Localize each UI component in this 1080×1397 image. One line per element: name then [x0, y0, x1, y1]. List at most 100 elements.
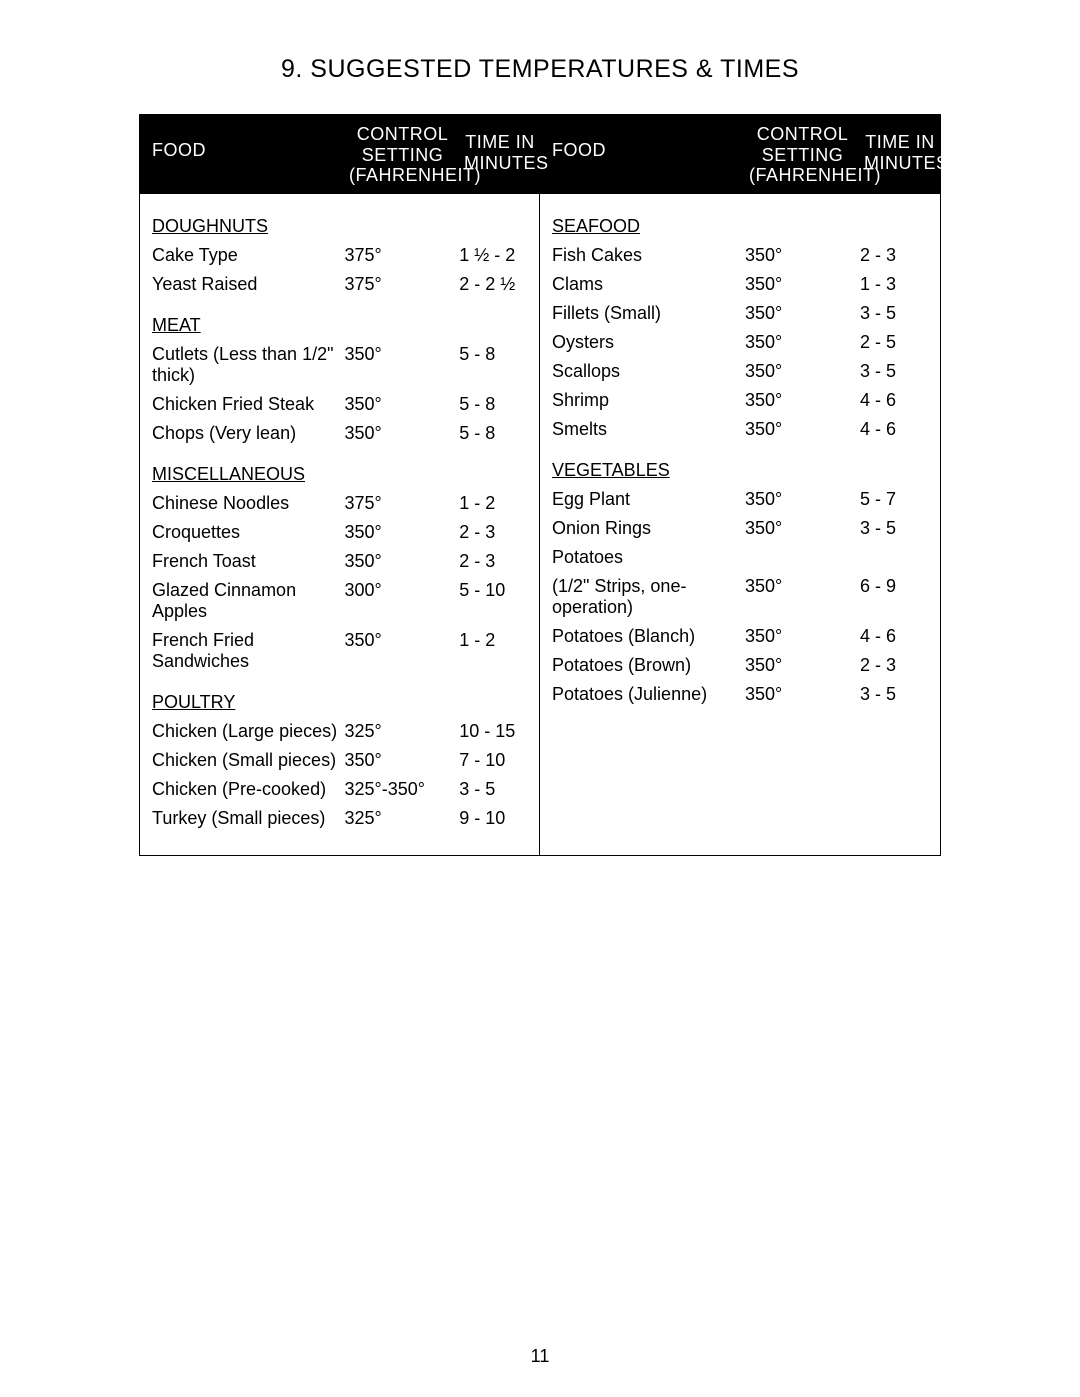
table-row: Clams350°1 - 3 [540, 270, 940, 299]
table-row: Potatoes (Julienne)350°3 - 5 [540, 680, 940, 709]
cell-food: Chinese Noodles [140, 493, 345, 514]
cell-time: 1 - 2 [459, 630, 539, 672]
cell-time: 6 - 9 [860, 576, 940, 618]
table-row: Egg Plant350°5 - 7 [540, 485, 940, 514]
table-row: Cake Type375°1 ½ - 2 [140, 241, 539, 270]
cell-time: 5 - 10 [459, 580, 539, 622]
cell-food: Potatoes [540, 547, 745, 568]
cell-time: 3 - 5 [459, 779, 539, 800]
header-temp-l2: SETTING [762, 145, 844, 165]
cell-time: 1 - 3 [860, 274, 940, 295]
page-title: 9. SUGGESTED TEMPERATURES & TIMES [0, 55, 1080, 84]
cell-food: Cutlets (Less than 1/2" thick) [140, 344, 345, 386]
cell-time: 3 - 5 [860, 684, 940, 705]
section-heading: SEAFOOD [540, 216, 940, 237]
cell-temp: 350° [345, 394, 460, 415]
table-row: Fish Cakes350°2 - 3 [540, 241, 940, 270]
header-food: FOOD [540, 114, 745, 194]
section-heading: MEAT [140, 315, 539, 336]
table-row: Onion Rings350°3 - 5 [540, 514, 940, 543]
table-col-right: SEAFOODFish Cakes350°2 - 3Clams350°1 - 3… [540, 194, 940, 855]
cell-food: Croquettes [140, 522, 345, 543]
table-row: Turkey (Small pieces)325°9 - 10 [140, 804, 539, 833]
cell-food: Potatoes (Brown) [540, 655, 745, 676]
cell-temp: 300° [345, 580, 460, 622]
cell-food: Onion Rings [540, 518, 745, 539]
header-time: TIME IN MINUTES [860, 114, 940, 194]
table-row: Oysters350°2 - 5 [540, 328, 940, 357]
table-row: Shrimp350°4 - 6 [540, 386, 940, 415]
cell-temp: 350° [745, 626, 860, 647]
table-row: Yeast Raised375°2 - 2 ½ [140, 270, 539, 299]
header-temp-l2: SETTING [362, 145, 444, 165]
table-col-left: DOUGHNUTS Cake Type375°1 ½ - 2Yeast Raise… [140, 194, 540, 855]
cell-temp: 350° [345, 344, 460, 386]
table-row: French Fried Sandwiches350°1 - 2 [140, 626, 539, 676]
cell-temp: 375° [345, 493, 460, 514]
cell-food: Chops (Very lean) [140, 423, 345, 444]
header-temp: CONTROL SETTING (FAHRENHEIT) [345, 114, 460, 194]
cell-food: Egg Plant [540, 489, 745, 510]
cell-temp: 350° [345, 423, 460, 444]
cell-temp: 350° [745, 489, 860, 510]
cell-time: 4 - 6 [860, 419, 940, 440]
cell-temp: 350° [745, 655, 860, 676]
cell-time: 2 - 3 [860, 245, 940, 266]
table-row: Croquettes350°2 - 3 [140, 518, 539, 547]
table-row: Chops (Very lean)350°5 - 8 [140, 419, 539, 448]
cell-temp: 350° [745, 390, 860, 411]
table-body: DOUGHNUTS Cake Type375°1 ½ - 2Yeast Raise… [140, 194, 940, 855]
cell-temp: 350° [745, 419, 860, 440]
cell-time: 3 - 5 [860, 518, 940, 539]
cell-temp [745, 547, 860, 568]
page-number: 11 [0, 1346, 1080, 1367]
cell-temp: 375° [345, 274, 460, 295]
cell-time: 3 - 5 [860, 303, 940, 324]
cell-food: Smelts [540, 419, 745, 440]
cell-food: Clams [540, 274, 745, 295]
table-row: Fillets (Small)350°3 - 5 [540, 299, 940, 328]
cell-temp: 350° [745, 518, 860, 539]
section-heading: DOUGHNUTS [140, 216, 539, 237]
cell-temp: 350° [345, 551, 460, 572]
table-header: FOOD CONTROL SETTING (FAHRENHEIT) TIME I… [140, 114, 940, 194]
cell-time: 2 - 3 [459, 522, 539, 543]
cell-food: Cake Type [140, 245, 345, 266]
cell-time: 5 - 8 [459, 344, 539, 386]
cell-temp: 350° [745, 303, 860, 324]
table-row: French Toast350°2 - 3 [140, 547, 539, 576]
header-time-l2: MINUTES [464, 153, 549, 173]
cell-food: Potatoes (Blanch) [540, 626, 745, 647]
cell-temp: 325° [345, 808, 460, 829]
cell-food: French Fried Sandwiches [140, 630, 345, 672]
cell-time: 4 - 6 [860, 626, 940, 647]
cell-time: 2 - 2 ½ [459, 274, 539, 295]
cell-temp: 350° [745, 684, 860, 705]
cell-time: 2 - 3 [860, 655, 940, 676]
section-heading: POULTRY [140, 692, 539, 713]
cell-temp: 350° [345, 630, 460, 672]
cell-food: Scallops [540, 361, 745, 382]
cell-time: 7 - 10 [459, 750, 539, 771]
table-row: Cutlets (Less than 1/2" thick)350°5 - 8 [140, 340, 539, 390]
cell-temp: 350° [745, 361, 860, 382]
cell-time: 2 - 5 [860, 332, 940, 353]
cell-time: 2 - 3 [459, 551, 539, 572]
cell-temp: 350° [745, 332, 860, 353]
header-time-l1: TIME IN [465, 132, 535, 152]
cell-time: 3 - 5 [860, 361, 940, 382]
table-row: Potatoes (Blanch)350°4 - 6 [540, 622, 940, 651]
cell-temp: 350° [745, 576, 860, 618]
cell-time: 1 - 2 [459, 493, 539, 514]
cell-food: Fillets (Small) [540, 303, 745, 324]
table-row: Chicken (Small pieces)350°7 - 10 [140, 746, 539, 775]
cell-food: Fish Cakes [540, 245, 745, 266]
header-temp-l1: CONTROL [757, 124, 849, 144]
table-row: Smelts350°4 - 6 [540, 415, 940, 444]
header-food: FOOD [140, 114, 345, 194]
cell-time: 4 - 6 [860, 390, 940, 411]
cell-temp: 350° [345, 522, 460, 543]
table-row: Chicken (Pre-cooked)325°-350°3 - 5 [140, 775, 539, 804]
temperature-table: FOOD CONTROL SETTING (FAHRENHEIT) TIME I… [139, 114, 941, 856]
cell-food: Chicken (Small pieces) [140, 750, 345, 771]
